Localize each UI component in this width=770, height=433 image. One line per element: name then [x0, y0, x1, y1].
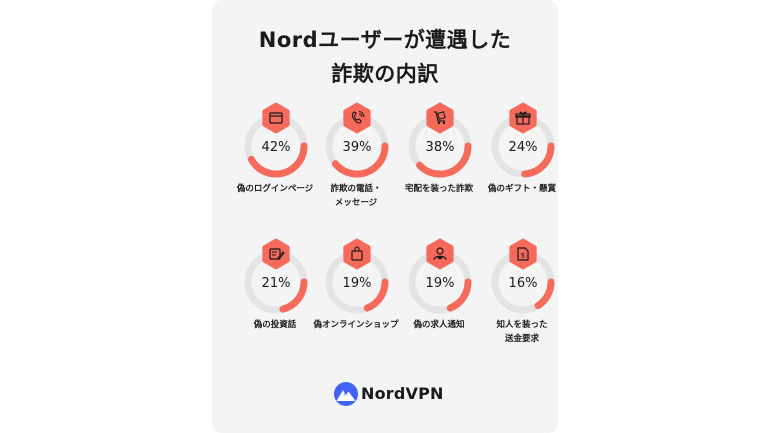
gauge-value-arc	[244, 114, 308, 178]
gauge-chart: 19%	[408, 238, 472, 314]
hexagon-badge	[343, 102, 371, 134]
gauge-category-label: 知人を装った 送金要求	[496, 320, 548, 344]
money-document-icon: $	[517, 247, 529, 261]
hexagon-badge	[426, 102, 454, 134]
gauge-category-label: 偽の投資話	[253, 320, 297, 330]
browser-window-icon	[269, 112, 283, 124]
gauge-value-arc	[408, 114, 472, 178]
title-line-1: Nordユーザーが遭遇した	[258, 28, 512, 52]
gauge-category-label: 宅配を装った詐欺	[404, 184, 473, 194]
gauge-value-label: 21%	[262, 276, 291, 291]
gauge-category-label: 偽のログインページ	[236, 184, 314, 194]
gauge-value-arc	[325, 114, 389, 178]
gauge-category-label: 偽オンラインショップ	[313, 320, 399, 330]
hexagon-badge	[262, 102, 290, 134]
gauge-chart: 21%	[244, 238, 308, 314]
gauge-chart: 19%	[325, 238, 389, 314]
gauge-value-label: 39%	[343, 140, 372, 155]
gauge-value-label: 19%	[343, 276, 372, 291]
gauge-value-arc	[244, 250, 308, 314]
brand-name: NordVPN	[361, 384, 444, 403]
gauge-value-label: 24%	[509, 140, 538, 155]
gauge-value-label: 38%	[426, 140, 455, 155]
gauge-value-arc	[491, 250, 555, 314]
document-pen-icon	[269, 248, 285, 260]
nordvpn-mountain-icon	[334, 382, 358, 406]
hexagon-badge	[343, 238, 371, 270]
nordvpn-logo: NordVPN	[333, 381, 453, 407]
gauge-category-label: 詐欺の電話・ メッセージ	[330, 184, 382, 208]
title-line-2: 詐欺の内訳	[331, 62, 439, 86]
gauge-value-arc	[491, 114, 555, 178]
hexagon-badge	[509, 238, 537, 270]
gauge-value-label: 42%	[262, 140, 291, 155]
shopping-bag-icon	[351, 246, 363, 261]
gauge-category-label: 偽の求人通知	[413, 320, 465, 330]
gauge-chart: 42%	[244, 102, 308, 178]
delivery-cart-icon	[434, 111, 446, 125]
gift-box-icon	[515, 111, 531, 125]
gauge-value-arc	[408, 250, 472, 314]
gauge-chart: $16%	[491, 238, 555, 314]
phone-call-icon	[351, 111, 365, 124]
gauge-value-arc	[325, 250, 389, 314]
job-person-icon	[433, 247, 447, 261]
gauge-value-label: 16%	[509, 276, 538, 291]
svg-text:$: $	[521, 252, 525, 260]
hexagon-badge	[262, 238, 290, 270]
gauge-chart: 39%	[325, 102, 389, 178]
gauge-category-label: 偽のギフト・懸賞	[487, 184, 556, 194]
gauge-value-label: 19%	[426, 276, 455, 291]
gauge-chart: 38%	[408, 102, 472, 178]
gauge-chart: 24%	[491, 102, 555, 178]
infographic-card: Nordユーザーが遭遇した 詐欺の内訳 42% 偽のログインページ 39% 詐欺の電話…	[212, 0, 558, 433]
